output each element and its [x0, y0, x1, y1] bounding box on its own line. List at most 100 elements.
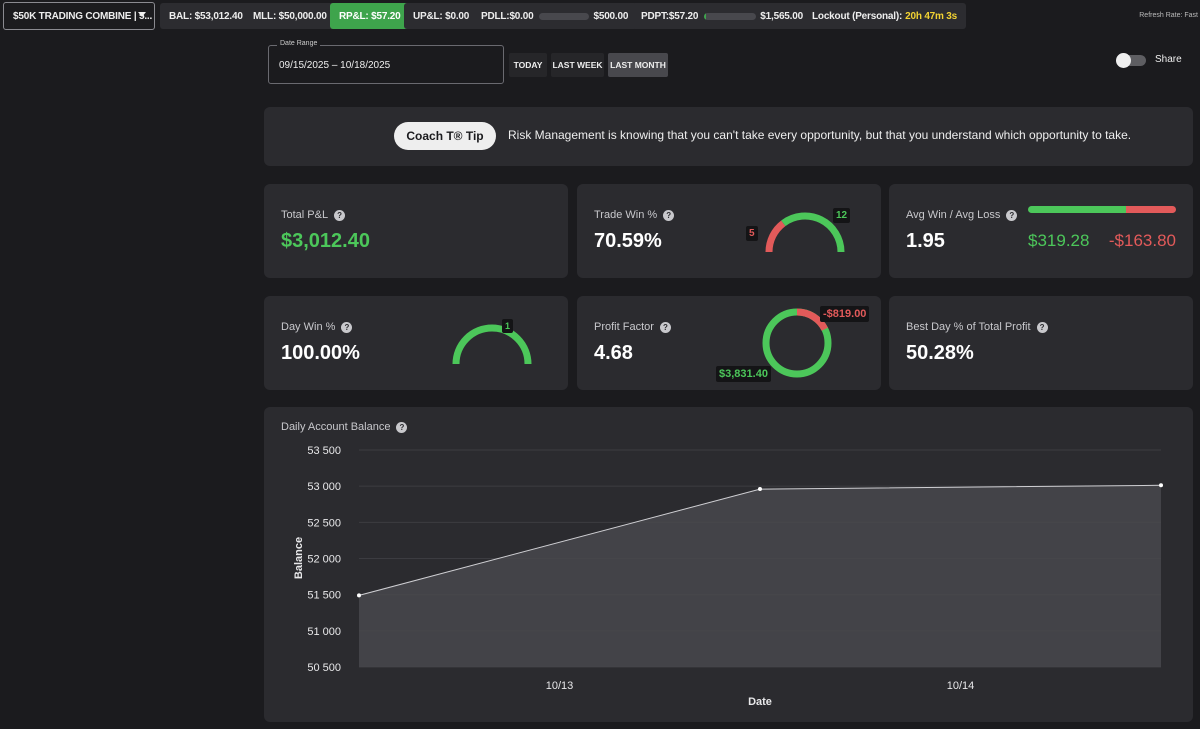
balance-point[interactable]	[357, 593, 361, 598]
pdpt-label: PDPT:$57.20	[641, 10, 699, 22]
profit-factor-title-text: Profit Factor	[594, 321, 654, 333]
help-circle-icon[interactable]: ?	[659, 321, 671, 333]
day-win-count-badge: 1	[502, 319, 514, 333]
last-week-button[interactable]: LAST WEEK	[551, 53, 604, 77]
best-day-title-text: Best Day % of Total Profit	[906, 321, 1031, 333]
best-day-title: Best Day % of Total Profit?	[906, 321, 1048, 333]
y-tick-label: 53 500	[307, 445, 341, 457]
chart-y-ticks: 53 500 53 000 52 500 52 000 51 500 51 000 50 5…	[307, 445, 341, 674]
profit-factor-card: Profit Factor? 4.68 -$819.00 $3,831.40	[577, 296, 881, 390]
help-circle-icon[interactable]: ?	[396, 421, 408, 433]
help-circle-icon[interactable]: ?	[334, 209, 346, 221]
pdpt-progress-bar	[704, 12, 757, 20]
help-circle-icon[interactable]: ?	[1036, 321, 1048, 333]
trade-win-value: 70.59%	[594, 230, 662, 252]
coach-tip-button[interactable]: Coach T® Tip	[394, 122, 496, 150]
trade-win-title: Trade Win %?	[594, 209, 675, 221]
top-status-bar: $50K TRADING COMBINE | 5... BAL: $53,012…	[0, 0, 1200, 34]
chart-x-label: Date	[748, 696, 772, 708]
account-selector-label: $50K TRADING COMBINE | 5...	[13, 10, 153, 22]
total-pnl-card: Total P&L? $3,012.40	[264, 184, 568, 278]
date-range-value: 09/15/2025 – 10/18/2025	[279, 60, 391, 71]
date-range-label: Date Range	[277, 40, 321, 47]
y-tick-label: 51 000	[307, 626, 341, 638]
total-pnl-title-text: Total P&L	[281, 209, 329, 221]
rpl-pill: RP&L: $57.20	[330, 3, 410, 29]
gross-loss-ring	[762, 308, 832, 378]
y-tick-label: 52 000	[307, 554, 341, 566]
last-month-button[interactable]: LAST MONTH	[608, 53, 668, 77]
share-toggle[interactable]	[1116, 53, 1146, 68]
trade-win-losses-badge: 5	[746, 226, 758, 241]
balance-points	[357, 483, 1163, 598]
day-win-win-arc	[452, 324, 532, 365]
y-tick-label: 52 500	[307, 517, 341, 529]
mll-pill: MLL: $50,000.00	[244, 3, 336, 29]
avg-win-loss-value: 1.95	[906, 230, 945, 252]
pdpt-pill: PDPT:$57.20 $1,565.00	[632, 3, 812, 29]
best-day-value: 50.28%	[906, 342, 974, 364]
balance-point[interactable]	[758, 487, 762, 492]
trade-win-wins-badge: 12	[833, 208, 851, 223]
avg-win-loss-bar	[1028, 206, 1176, 213]
pdpt-progress-fill	[704, 12, 707, 20]
share-label: Share	[1155, 54, 1182, 65]
profit-factor-value: 4.68	[594, 342, 633, 364]
chart-y-label: Balance	[293, 537, 305, 579]
pdll-label: PDLL:$0.00	[481, 10, 534, 22]
today-button[interactable]: TODAY	[509, 53, 547, 77]
day-win-gauge	[452, 324, 532, 365]
account-selector[interactable]: $50K TRADING COMBINE | 5...	[3, 2, 155, 30]
pdll-limit: $500.00	[593, 10, 629, 22]
lockout-label: Lockout (Personal):	[812, 10, 903, 22]
help-circle-icon[interactable]: ?	[663, 209, 675, 221]
day-win-title-text: Day Win %	[281, 321, 336, 333]
lockout-timer: 20h 47m 3s	[905, 10, 958, 22]
refresh-rate: Refresh Rate: Fast	[1139, 12, 1198, 19]
balance-area	[359, 485, 1161, 667]
day-win-value: 100.00%	[281, 342, 360, 364]
profit-factor-donut	[762, 308, 832, 378]
chart-x-ticks: 10/13 10/14	[546, 680, 975, 692]
trade-win-win-arc	[781, 212, 845, 253]
day-win-card: Day Win %? 100.00% 1	[264, 296, 568, 390]
y-tick-label: 50 500	[307, 662, 341, 674]
avg-win-loss-card: Avg Win / Avg Loss? 1.95 $319.28 -$163.8…	[889, 184, 1193, 278]
x-tick-label: 10/14	[947, 680, 975, 692]
gross-loss-badge: -$819.00	[820, 306, 870, 322]
pdll-pill: PDLL:$0.00 $500.00	[472, 3, 638, 29]
total-pnl-value: $3,012.40	[281, 230, 370, 252]
gross-profit-badge: $3,831.40	[716, 366, 771, 382]
avg-loss-amount: -$163.80	[1108, 231, 1176, 250]
profit-factor-title: Profit Factor?	[594, 321, 671, 333]
trade-win-card: Trade Win %? 70.59% 12 5	[577, 184, 881, 278]
pdpt-target: $1,565.00	[760, 10, 803, 22]
balance-point[interactable]	[1159, 483, 1163, 488]
avg-win-bar-segment	[1028, 206, 1126, 213]
daily-balance-chart: 53 500 53 000 52 500 52 000 51 500 51 000 50 5…	[293, 445, 1163, 708]
upl-pill: UP&L: $0.00	[404, 3, 479, 29]
coach-tip-card: Coach T® Tip Risk Management is knowing …	[264, 107, 1193, 166]
chevron-down-icon	[138, 12, 146, 17]
best-day-card: Best Day % of Total Profit? 50.28%	[889, 296, 1193, 390]
balance-pill: BAL: $53,012.40	[160, 3, 252, 29]
help-circle-icon[interactable]: ?	[1006, 209, 1018, 221]
pdll-progress-bar	[539, 12, 590, 20]
avg-win-loss-title-text: Avg Win / Avg Loss	[906, 209, 1001, 221]
daily-balance-title: Daily Account Balance?	[281, 421, 408, 433]
trade-win-gauge	[765, 212, 845, 253]
avg-win-loss-title: Avg Win / Avg Loss?	[906, 209, 1018, 221]
avg-loss-bar-segment	[1125, 206, 1176, 213]
daily-balance-title-text: Daily Account Balance	[281, 421, 391, 433]
y-tick-label: 53 000	[307, 481, 341, 493]
help-circle-icon[interactable]: ?	[341, 321, 353, 333]
date-range-field[interactable]: Date Range 09/15/2025 – 10/18/2025	[268, 40, 504, 84]
toggle-knob	[1116, 53, 1131, 68]
day-win-title: Day Win %?	[281, 321, 353, 333]
total-pnl-title: Total P&L?	[281, 209, 346, 221]
y-tick-label: 51 500	[307, 590, 341, 602]
avg-win-amount: $319.28	[1028, 231, 1090, 250]
daily-balance-card: Daily Account Balance? 53 500 53 000 52 50…	[264, 407, 1193, 722]
x-tick-label: 10/13	[546, 680, 574, 692]
lockout-pill: Lockout (Personal): 20h 47m 3s	[803, 3, 967, 29]
